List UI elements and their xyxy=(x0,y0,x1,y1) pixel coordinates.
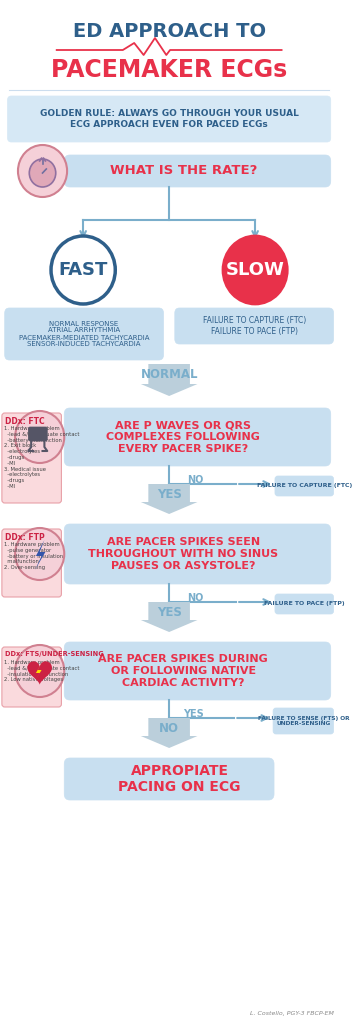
Text: FAST: FAST xyxy=(58,261,108,279)
Text: SLOW: SLOW xyxy=(226,261,285,279)
Polygon shape xyxy=(141,484,198,514)
Text: FAILURE TO CAPTURE (FTC): FAILURE TO CAPTURE (FTC) xyxy=(257,483,352,488)
Text: ED APPROACH TO: ED APPROACH TO xyxy=(73,22,266,41)
FancyBboxPatch shape xyxy=(5,308,164,360)
Text: 1. Hardware problem
  -lead &/inadequate contact
  -insulation malfunction
2. Lo: 1. Hardware problem -lead &/inadequate c… xyxy=(4,660,79,682)
Circle shape xyxy=(15,528,64,580)
Text: YES: YES xyxy=(157,606,182,620)
Polygon shape xyxy=(35,663,42,681)
FancyBboxPatch shape xyxy=(64,408,331,466)
Text: 1. Hardware problem
  -lead &/inadequate contact
  -battery malfunction
2. Exit : 1. Hardware problem -lead &/inadequate c… xyxy=(4,426,79,489)
Text: FAILURE TO CAPTURE (FTC)
FAILURE TO PACE (FTP): FAILURE TO CAPTURE (FTC) FAILURE TO PACE… xyxy=(203,316,306,336)
FancyBboxPatch shape xyxy=(8,96,331,142)
Text: L. Costello, PGY-3 FBCP-EM: L. Costello, PGY-3 FBCP-EM xyxy=(250,1011,334,1016)
Polygon shape xyxy=(141,364,198,396)
FancyBboxPatch shape xyxy=(275,594,334,614)
Circle shape xyxy=(29,159,56,187)
FancyBboxPatch shape xyxy=(64,642,331,700)
Polygon shape xyxy=(28,662,52,685)
Text: NO: NO xyxy=(187,593,204,603)
Text: WHAT IS THE RATE?: WHAT IS THE RATE? xyxy=(110,165,257,177)
Text: DDx: FTC: DDx: FTC xyxy=(5,417,44,426)
FancyBboxPatch shape xyxy=(273,708,334,734)
Text: FAILURE TO PACE (FTP): FAILURE TO PACE (FTP) xyxy=(264,601,344,606)
Circle shape xyxy=(223,236,287,304)
Text: GOLDEN RULE: ALWAYS GO THROUGH YOUR USUAL
ECG APPROACH EVEN FOR PACED ECGs: GOLDEN RULE: ALWAYS GO THROUGH YOUR USUA… xyxy=(40,110,299,129)
Text: ARE P WAVES OR QRS
COMPLEXES FOLLOWING
EVERY PACER SPIKE?: ARE P WAVES OR QRS COMPLEXES FOLLOWING E… xyxy=(106,421,260,454)
FancyBboxPatch shape xyxy=(64,155,331,187)
Circle shape xyxy=(51,236,115,304)
FancyBboxPatch shape xyxy=(2,529,62,597)
FancyBboxPatch shape xyxy=(64,758,274,800)
Polygon shape xyxy=(35,540,45,570)
Text: PACEMAKER ECGs: PACEMAKER ECGs xyxy=(51,58,287,82)
Text: YES: YES xyxy=(183,709,204,719)
FancyBboxPatch shape xyxy=(2,647,62,707)
FancyBboxPatch shape xyxy=(175,308,334,344)
Circle shape xyxy=(18,145,67,197)
FancyBboxPatch shape xyxy=(64,524,331,584)
Text: FAILURE TO SENSE (FTS) OR
UNDER-SENSING: FAILURE TO SENSE (FTS) OR UNDER-SENSING xyxy=(257,716,349,726)
FancyBboxPatch shape xyxy=(28,427,47,441)
Text: 1. Hardware problem
  -pulse generator
  -battery or insulation
  malfunction
2.: 1. Hardware problem -pulse generator -ba… xyxy=(4,542,63,570)
Text: NO: NO xyxy=(159,723,179,735)
Text: NO: NO xyxy=(187,475,204,485)
Text: NORMAL RESPONSE
ATRIAL ARRHYTHMIA
PACEMAKER-MEDIATED TACHYCARDIA
SENSOR-INDUCED : NORMAL RESPONSE ATRIAL ARRHYTHMIA PACEMA… xyxy=(19,321,149,347)
Text: DDx: FTS/UNDER-SENSING: DDx: FTS/UNDER-SENSING xyxy=(5,651,103,657)
Text: APPROPIATE
PACING ON ECG: APPROPIATE PACING ON ECG xyxy=(118,764,241,794)
Polygon shape xyxy=(141,718,198,748)
Text: YES: YES xyxy=(157,488,182,502)
Text: ARE PACER SPIKES DURING
OR FOLLOWING NATIVE
CARDIAC ACTIVITY?: ARE PACER SPIKES DURING OR FOLLOWING NAT… xyxy=(98,654,268,687)
Polygon shape xyxy=(141,602,198,632)
FancyBboxPatch shape xyxy=(2,413,62,503)
FancyBboxPatch shape xyxy=(275,476,334,496)
Text: ARE PACER SPIKES SEEN
THROUGHOUT WITH NO SINUS
PAUSES OR ASYSTOLE?: ARE PACER SPIKES SEEN THROUGHOUT WITH NO… xyxy=(88,538,279,570)
Circle shape xyxy=(15,411,64,463)
Circle shape xyxy=(15,645,64,697)
Text: DDx: FTP: DDx: FTP xyxy=(5,534,44,542)
Text: NORMAL: NORMAL xyxy=(140,369,198,382)
